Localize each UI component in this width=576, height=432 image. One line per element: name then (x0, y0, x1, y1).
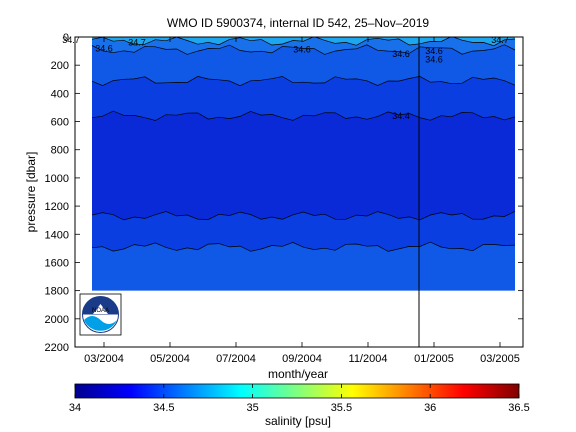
contour-lines (91, 37, 516, 252)
colorbar-label: salinity [psu] (265, 414, 331, 428)
chart-title: WMO ID 5900374, internal ID 542, 25–Nov–… (167, 16, 429, 30)
contour-line (91, 241, 516, 252)
contour-line (91, 211, 516, 221)
colorbar-ticks: 34 34.5 35 35.5 36 36.5 (69, 384, 530, 414)
contour-label: 34.6 (95, 43, 113, 53)
colorbar-tick-label: 35 (246, 402, 258, 414)
contour-line (91, 37, 516, 47)
y-tick-label: 1400 (45, 229, 69, 241)
y-tick-label: 200 (51, 60, 69, 72)
y-tick-label: 800 (51, 145, 69, 157)
contour-label: 34.7 (128, 38, 146, 48)
salinity-layer (92, 76, 515, 121)
x-tick-label: 01/2005 (414, 353, 454, 365)
y-tick-label: 400 (51, 88, 69, 100)
salinity-layer (92, 37, 515, 55)
y-tick-label: 0 (63, 32, 69, 44)
x-axis-ticks: 03/2004 05/2004 07/2004 09/2004 11/2004 01/20… (84, 37, 520, 365)
contour-label: 34.6 (425, 46, 443, 56)
colorbar-tick-label: 35.5 (331, 402, 352, 414)
contour-label: 34.7 (62, 35, 80, 45)
colorbar (74, 383, 520, 399)
contour-label: 34.6 (392, 49, 410, 59)
y-tick-label: 1600 (45, 257, 69, 269)
contour-label: 34.4 (392, 111, 410, 121)
y-axis-label: pressure [dbar] (24, 152, 38, 233)
x-tick-label: 03/2004 (84, 353, 124, 365)
colorbar-tick-label: 34.5 (153, 402, 174, 414)
x-tick-label: 03/2005 (480, 353, 520, 365)
contour-label: 34.6 (425, 55, 443, 65)
salinity-layer (92, 211, 515, 252)
y-tick-label: 1200 (45, 201, 69, 213)
colorbar-tick-label: 34 (69, 402, 81, 414)
colorbar-tick-label: 36.5 (508, 402, 529, 414)
y-tick-label: 1000 (45, 173, 69, 185)
plot-frame (74, 36, 524, 348)
salinity-layer (92, 111, 515, 220)
contour-line (91, 110, 516, 121)
y-axis-ticks: 0 200 400 600 800 1000 1200 1400 1600 1800 2000 220… (45, 32, 523, 354)
x-axis-label: month/year (268, 367, 328, 381)
salinity-layer (92, 37, 515, 46)
y-tick-label: 2000 (45, 314, 69, 326)
salinity-layers (92, 37, 515, 291)
salinity-layer (92, 242, 515, 291)
salinity-layer (92, 44, 515, 86)
x-tick-label: 05/2004 (150, 353, 190, 365)
noaa-logo-text: NOAA (92, 308, 109, 314)
y-tick-label: 2200 (45, 342, 69, 354)
colorbar-tick-label: 36 (424, 402, 436, 414)
y-tick-label: 600 (51, 117, 69, 129)
y-tick-label: 1800 (45, 286, 69, 298)
x-tick-label: 11/2004 (349, 353, 388, 365)
contour-line (91, 44, 516, 55)
x-tick-label: 07/2004 (216, 353, 256, 365)
contour-line (91, 76, 516, 87)
x-tick-label: 09/2004 (282, 353, 322, 365)
contour-label: 34.6 (293, 45, 311, 55)
noaa-logo: NOAA (79, 293, 122, 336)
